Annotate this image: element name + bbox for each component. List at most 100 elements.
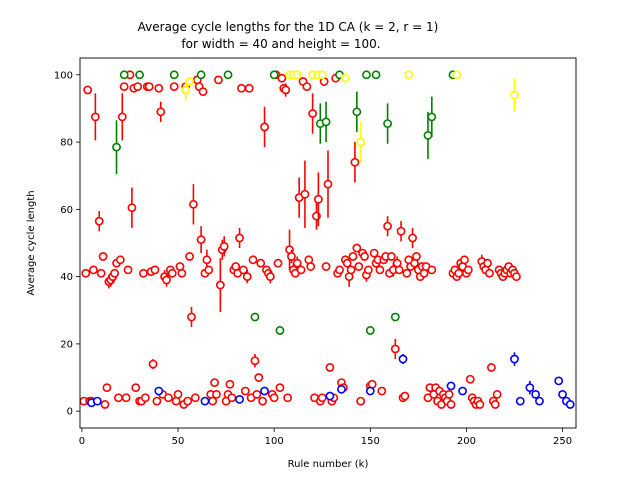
red-data-point bbox=[225, 379, 235, 389]
blue-data-point bbox=[446, 381, 456, 391]
red-data-point bbox=[269, 393, 279, 403]
red-data-point bbox=[152, 396, 162, 406]
red-data-point bbox=[123, 265, 133, 275]
chart-title-line-1: Average cycle lengths for the 1D CA (k =… bbox=[138, 20, 439, 34]
red-data-point bbox=[283, 393, 293, 403]
red-data-point bbox=[346, 265, 356, 275]
red-data-point bbox=[360, 252, 369, 261]
red-data-point bbox=[265, 272, 275, 282]
blue-data-point bbox=[554, 376, 564, 386]
red-data-point bbox=[215, 280, 225, 290]
red-data-point bbox=[94, 216, 104, 226]
data-marks bbox=[79, 70, 575, 409]
x-tick-label: 200 bbox=[457, 436, 476, 447]
red-data-point bbox=[162, 275, 171, 285]
red-data-point bbox=[110, 268, 120, 278]
y-tick-label: 100 bbox=[54, 70, 73, 81]
y-tick-label: 80 bbox=[60, 138, 73, 149]
green-data-point bbox=[223, 70, 233, 80]
red-data-point bbox=[133, 82, 143, 91]
blue-data-point bbox=[154, 386, 164, 396]
chart-title-line-2: for width = 40 and height = 100. bbox=[181, 37, 380, 51]
red-data-point bbox=[140, 393, 150, 403]
x-tick-label: 100 bbox=[265, 436, 284, 447]
red-data-point bbox=[148, 359, 158, 369]
green-data-point bbox=[119, 70, 129, 80]
red-data-point bbox=[492, 389, 502, 399]
red-data-point bbox=[321, 262, 331, 271]
yellow-data-point bbox=[356, 137, 366, 147]
red-data-point bbox=[465, 374, 475, 384]
blue-data-point bbox=[325, 391, 335, 401]
red-data-point bbox=[150, 265, 160, 275]
blue-data-point bbox=[260, 386, 269, 396]
red-data-point bbox=[256, 258, 266, 268]
red-data-point bbox=[350, 157, 360, 167]
red-data-point bbox=[463, 265, 473, 275]
red-data-point bbox=[490, 400, 500, 409]
green-data-point bbox=[169, 70, 179, 80]
red-data-point bbox=[208, 396, 218, 406]
blue-data-point bbox=[525, 383, 535, 393]
red-data-point bbox=[352, 243, 362, 253]
red-data-point bbox=[214, 75, 223, 85]
red-data-point bbox=[227, 393, 237, 403]
red-data-point bbox=[114, 393, 123, 403]
red-data-point bbox=[156, 107, 166, 117]
red-data-point bbox=[185, 252, 194, 261]
red-data-point bbox=[287, 252, 296, 261]
yellow-data-point bbox=[292, 70, 302, 80]
blue-data-point bbox=[337, 384, 346, 394]
green-data-point bbox=[112, 142, 121, 152]
red-data-point bbox=[121, 393, 131, 403]
green-data-point bbox=[390, 312, 400, 322]
red-data-point bbox=[408, 233, 417, 243]
red-data-point bbox=[177, 268, 187, 278]
x-tick-label: 150 bbox=[361, 436, 380, 447]
red-data-point bbox=[90, 112, 100, 122]
red-data-point bbox=[475, 400, 485, 409]
red-data-point bbox=[187, 312, 196, 322]
blue-data-point bbox=[531, 389, 541, 399]
red-data-point bbox=[460, 255, 469, 265]
red-data-point bbox=[454, 268, 464, 278]
red-data-point bbox=[354, 262, 364, 271]
red-data-point bbox=[446, 400, 456, 409]
red-data-point bbox=[96, 268, 106, 278]
red-data-point bbox=[363, 265, 373, 275]
y-tick-label: 40 bbox=[60, 272, 73, 283]
red-data-point bbox=[325, 363, 335, 372]
red-data-point bbox=[377, 386, 387, 396]
red-data-point bbox=[164, 393, 173, 403]
red-data-point bbox=[400, 391, 410, 401]
red-data-point bbox=[169, 82, 179, 91]
red-data-point bbox=[402, 268, 412, 278]
blue-data-point bbox=[515, 396, 525, 406]
red-data-point bbox=[396, 226, 406, 236]
red-data-point bbox=[254, 373, 264, 382]
red-data-point bbox=[308, 109, 318, 118]
red-data-point bbox=[100, 400, 110, 409]
red-data-point bbox=[139, 268, 148, 278]
y-tick-label: 20 bbox=[60, 339, 73, 350]
red-data-point bbox=[342, 258, 352, 268]
red-data-point bbox=[81, 268, 91, 278]
red-data-point bbox=[117, 112, 127, 122]
red-data-point bbox=[300, 189, 310, 199]
blue-data-point bbox=[558, 389, 567, 399]
blue-data-point bbox=[200, 396, 210, 406]
red-data-point bbox=[89, 265, 98, 275]
red-data-point bbox=[306, 262, 316, 271]
yellow-data-point bbox=[452, 70, 462, 80]
red-data-point bbox=[412, 252, 421, 261]
red-data-point bbox=[154, 83, 164, 93]
red-data-point bbox=[144, 82, 154, 91]
red-data-point bbox=[198, 87, 208, 97]
red-data-point bbox=[383, 221, 392, 231]
yellow-data-point bbox=[404, 70, 414, 80]
green-data-point bbox=[321, 117, 331, 127]
green-data-point bbox=[423, 130, 433, 140]
blue-data-point bbox=[92, 396, 102, 406]
red-data-point bbox=[248, 255, 258, 265]
blue-data-point bbox=[565, 400, 575, 409]
